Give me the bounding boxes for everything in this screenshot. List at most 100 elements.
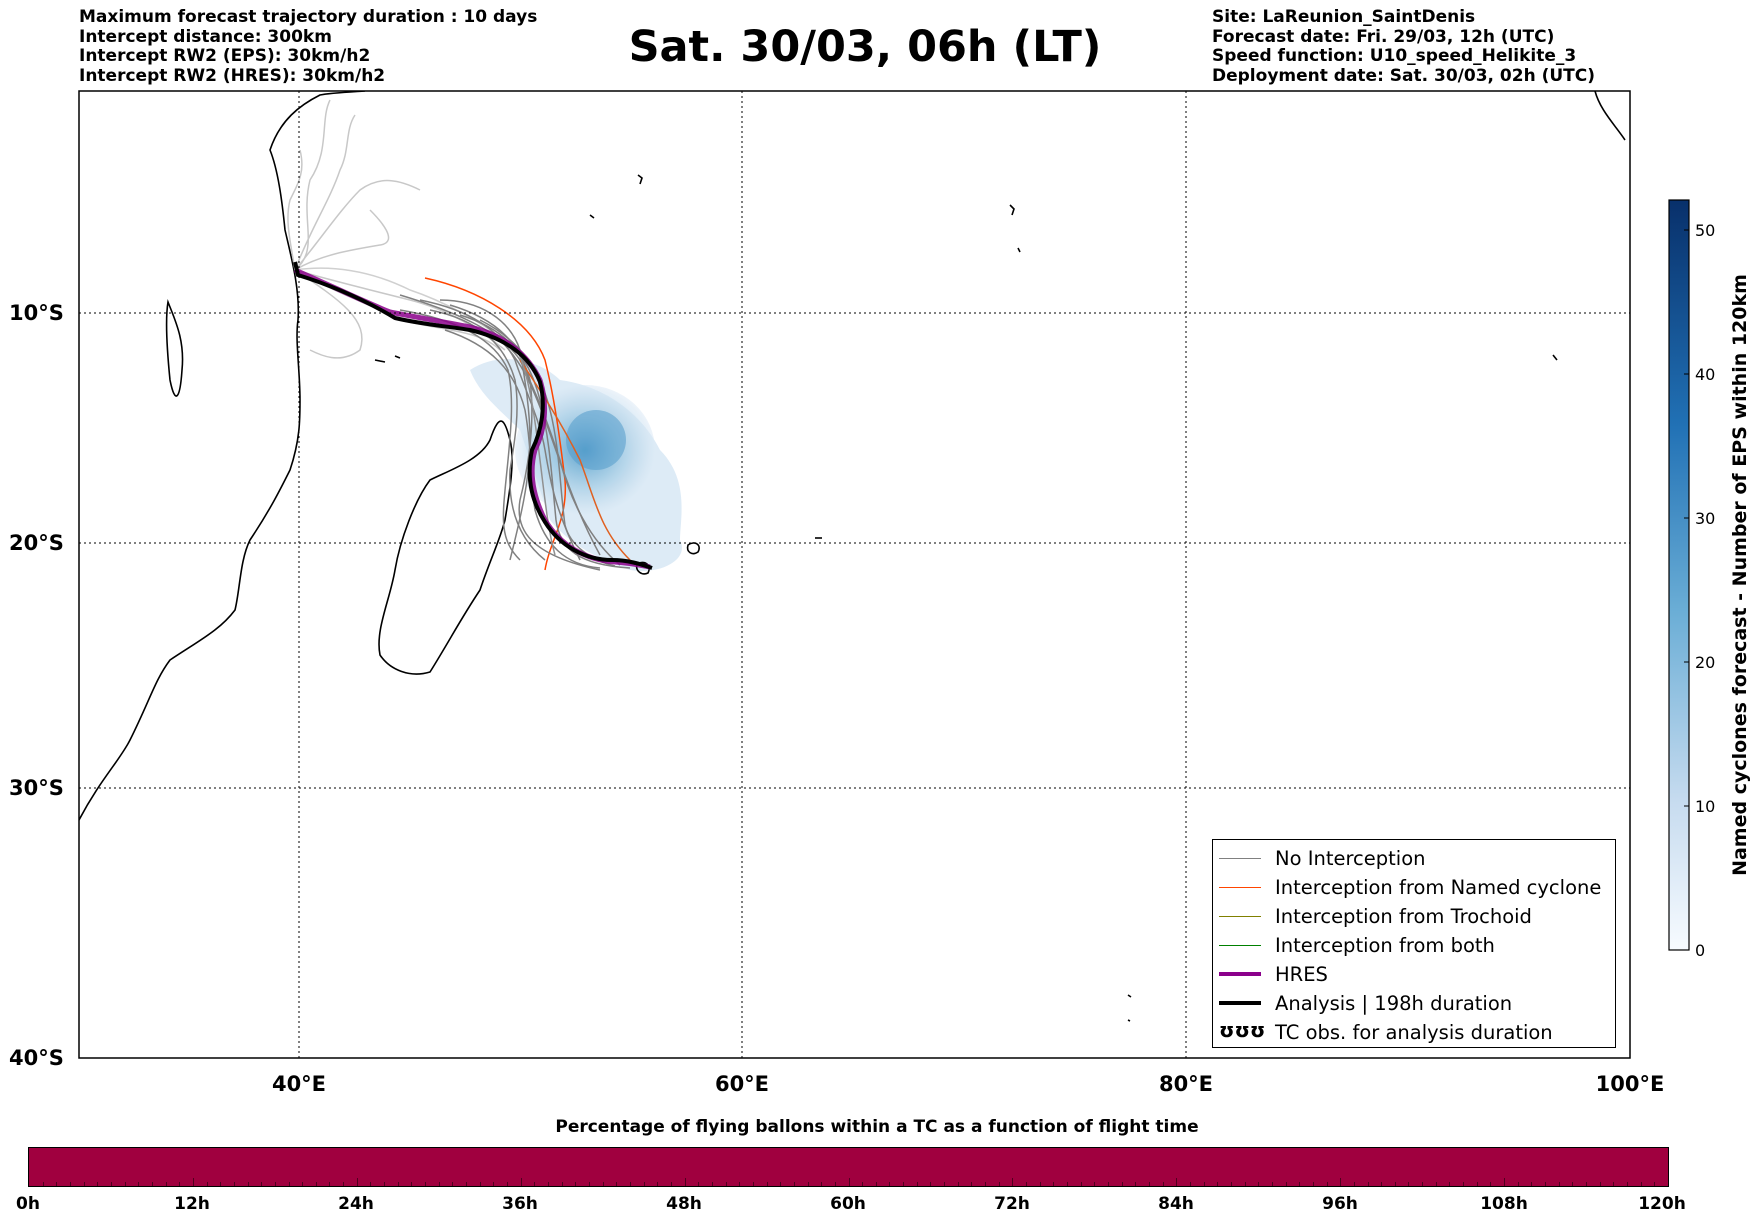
- colorbar-tick-30: 30: [1695, 509, 1715, 528]
- flight-time-minor-tick: [261, 1182, 263, 1186]
- flight-time-minor-tick: [1012, 1178, 1014, 1186]
- colorbar-gradient: [1668, 199, 1690, 951]
- coast-east-top: [1594, 91, 1626, 141]
- flight-time-minor-tick: [384, 1182, 386, 1186]
- flight-time-minor-tick: [1435, 1182, 1437, 1186]
- flight-time-minor-tick: [1189, 1182, 1191, 1186]
- flight-time-tick: 120h: [1638, 1194, 1686, 1214]
- flight-time-minor-tick: [1340, 1178, 1342, 1186]
- flight-time-minor-tick: [302, 1182, 304, 1186]
- flight-time-minor-tick: [725, 1182, 727, 1186]
- flight-time-minor-tick: [1230, 1182, 1232, 1186]
- flight-time-minor-tick: [220, 1182, 222, 1186]
- lon-label-60e: 60°E: [715, 1072, 769, 1096]
- param-rw2-hres: Intercept RW2 (HRES): 30km/h2: [79, 65, 386, 86]
- flight-time-minor-tick: [1258, 1182, 1260, 1186]
- flight-time-bar-title: Percentage of flying ballons within a TC…: [555, 1117, 1199, 1137]
- flight-time-minor-tick: [916, 1182, 918, 1186]
- flight-time-minor-tick: [1326, 1182, 1328, 1186]
- flight-time-minor-tick: [1312, 1182, 1314, 1186]
- flight-time-tick: 72h: [994, 1194, 1030, 1214]
- flight-time-minor-tick: [1053, 1182, 1055, 1186]
- lon-label-100e: 100°E: [1596, 1072, 1665, 1096]
- flight-time-minor-tick: [438, 1182, 440, 1186]
- island-comoros: [374, 355, 401, 363]
- flight-time-minor-tick: [1640, 1182, 1642, 1186]
- flight-time-tick: 84h: [1158, 1194, 1194, 1214]
- legend-label: HRES: [1275, 963, 1328, 986]
- param-rw2-eps: Intercept RW2 (EPS): 30km/h2: [79, 46, 371, 66]
- flight-time-minor-tick: [766, 1182, 768, 1186]
- flight-time-minor-tick: [1517, 1182, 1519, 1186]
- flight-time-bar: [28, 1147, 1669, 1187]
- flight-time-minor-tick: [206, 1182, 208, 1186]
- flight-time-minor-tick: [752, 1182, 754, 1186]
- flight-time-tick: 48h: [666, 1194, 702, 1214]
- lat-label-20s: 20°S: [9, 531, 64, 555]
- lon-label-80e: 80°E: [1159, 1072, 1213, 1096]
- tc-obs-icon: ʊʊʊ: [1219, 1018, 1266, 1042]
- speed-function: Speed function: U10_speed_Helikite_3: [1212, 46, 1577, 66]
- flight-time-minor-tick: [1353, 1182, 1355, 1186]
- forecast-parameters: Maximum forecast trajectory duration : 1…: [79, 7, 537, 86]
- flight-time-minor-tick: [274, 1182, 276, 1186]
- lat-label-30s: 30°S: [9, 776, 64, 800]
- analysis-trajectory: [293, 261, 653, 570]
- flight-time-minor-tick: [1394, 1182, 1396, 1186]
- flight-time-minor-tick: [561, 1182, 563, 1186]
- flight-time-minor-tick: [821, 1182, 823, 1186]
- legend-label: No Interception: [1275, 847, 1426, 870]
- flight-time-minor-tick: [356, 1178, 358, 1186]
- flight-time-minor-tick: [834, 1182, 836, 1186]
- graticule: [79, 91, 1630, 1058]
- legend: No Interception Interception from Named …: [1212, 839, 1616, 1048]
- colorbar-tick-40: 40: [1695, 365, 1715, 384]
- flight-time-minor-tick: [479, 1182, 481, 1186]
- map-frame: [78, 90, 1631, 1059]
- flight-time-minor-tick: [998, 1182, 1000, 1186]
- flight-time-minor-tick: [1531, 1182, 1533, 1186]
- site-name: Site: LaReunion_SaintDenis: [1212, 7, 1476, 27]
- flight-time-minor-tick: [848, 1178, 850, 1186]
- legend-label: Interception from Trochoid: [1275, 905, 1532, 928]
- flight-time-minor-tick: [534, 1182, 536, 1186]
- flight-time-minor-tick: [588, 1182, 590, 1186]
- flight-time-minor-tick: [1422, 1182, 1424, 1186]
- flight-time-tick: 60h: [830, 1194, 866, 1214]
- flight-time-minor-tick: [452, 1182, 454, 1186]
- flight-time-minor-tick: [315, 1182, 317, 1186]
- flight-time-minor-tick: [56, 1182, 58, 1186]
- flight-time-minor-tick: [110, 1182, 112, 1186]
- flight-time-minor-tick: [670, 1182, 672, 1186]
- flight-time-minor-tick: [616, 1182, 618, 1186]
- coastlines: [79, 91, 1626, 1022]
- flight-time-minor-tick: [684, 1178, 686, 1186]
- flight-time-minor-tick: [124, 1182, 126, 1186]
- flight-time-minor-tick: [985, 1182, 987, 1186]
- flight-time-minor-tick: [507, 1182, 509, 1186]
- flight-time-minor-tick: [1476, 1182, 1478, 1186]
- lat-label-10s: 10°S: [9, 301, 64, 325]
- lon-label-40e: 40°E: [272, 1072, 326, 1096]
- density-colorbar: 0 10 20 30 40 50 Named cyclones forecast…: [1668, 199, 1751, 960]
- flight-time-minor-tick: [1490, 1182, 1492, 1186]
- flight-time-minor-tick: [889, 1182, 891, 1186]
- island-chagos: [1552, 354, 1558, 361]
- colorbar-tick-20: 20: [1695, 653, 1715, 672]
- flight-time-minor-tick: [343, 1182, 345, 1186]
- cyclone-density-shading: [470, 359, 682, 571]
- flight-time-minor-tick: [739, 1182, 741, 1186]
- flight-time-minor-tick: [1135, 1182, 1137, 1186]
- flight-time-minor-tick: [602, 1182, 604, 1186]
- flight-time-minor-tick: [466, 1182, 468, 1186]
- flight-time-minor-tick: [520, 1178, 522, 1186]
- flight-time-minor-tick: [1094, 1182, 1096, 1186]
- legend-swatch: [1219, 916, 1261, 917]
- island-maldives: [1009, 204, 1021, 253]
- flight-time-minor-tick: [1067, 1182, 1069, 1186]
- flight-time-minor-tick: [370, 1182, 372, 1186]
- flight-time-minor-tick: [97, 1182, 99, 1186]
- flight-time-minor-tick: [1613, 1182, 1615, 1186]
- flight-time-minor-tick: [1654, 1182, 1656, 1186]
- flight-time-minor-tick: [42, 1182, 44, 1186]
